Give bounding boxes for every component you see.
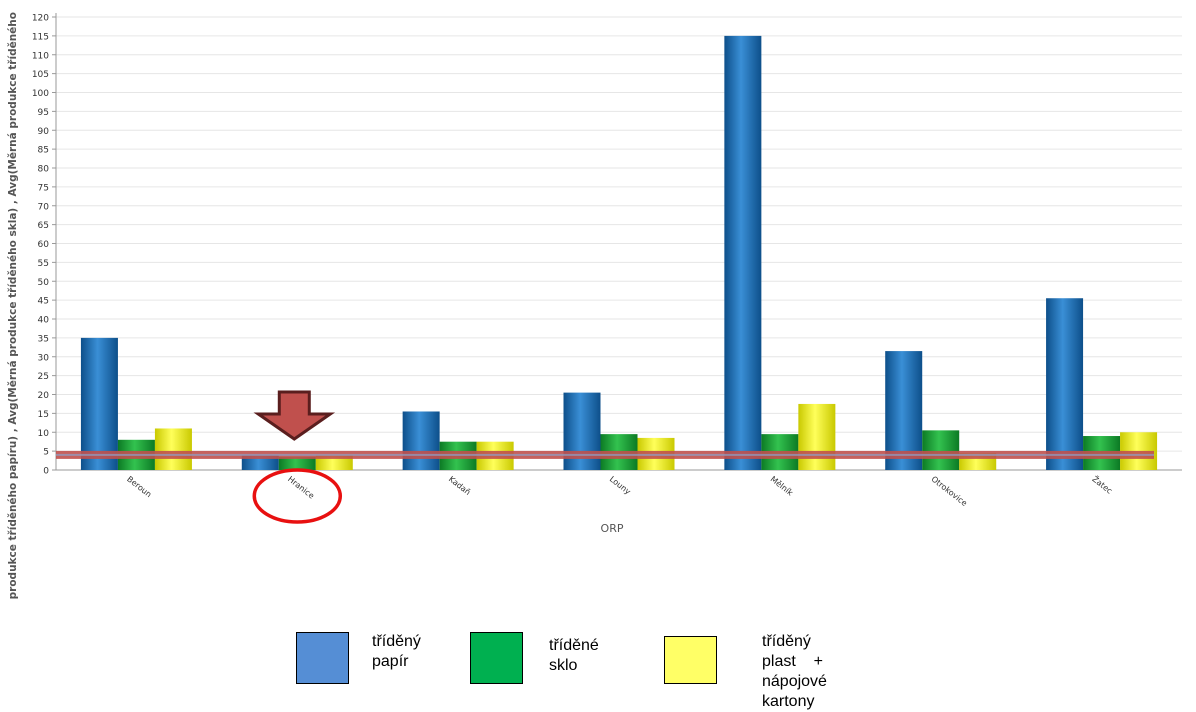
y-tick-label: 100 bbox=[32, 89, 49, 99]
y-tick-label: 105 bbox=[32, 70, 49, 80]
legend-swatch-paper bbox=[296, 632, 349, 684]
y-tick-label: 110 bbox=[32, 51, 49, 61]
bar-0-6 bbox=[1046, 298, 1084, 470]
y-axis: 0 5 10 15 20 25 30 35 40 45 50 55 60 65 70 75 80 85 90 95 10… bbox=[32, 13, 1182, 477]
x-tick-label: Beroun bbox=[125, 474, 153, 499]
x-tick-label: Kadaň bbox=[447, 474, 473, 497]
x-tick-label: Mělník bbox=[769, 474, 795, 497]
x-axis: Beroun Hranice Kadaň Louny Mělník Otrokovice Ž… bbox=[125, 473, 1115, 508]
bar-2-4 bbox=[798, 403, 836, 470]
bar-2-0 bbox=[154, 428, 192, 470]
y-tick-label: 10 bbox=[38, 429, 50, 439]
y-tick-label: 70 bbox=[38, 202, 50, 212]
y-axis-title: Avg(Měrná produkce tříděného papíru) , A… bbox=[7, 12, 19, 600]
bar-0-5 bbox=[885, 351, 923, 470]
x-tick-label: Louny bbox=[608, 474, 633, 496]
y-tick-label: 75 bbox=[38, 183, 49, 193]
gridlines bbox=[56, 16, 1182, 471]
down-arrow-icon bbox=[253, 390, 336, 441]
annotations bbox=[56, 390, 1154, 524]
y-tick-label: 120 bbox=[32, 14, 49, 24]
bar-1-1 bbox=[278, 456, 316, 470]
bar-0-4 bbox=[724, 35, 762, 470]
y-tick-label: 15 bbox=[38, 410, 49, 420]
y-tick-label: 115 bbox=[32, 32, 49, 42]
y-tick-label: 30 bbox=[38, 353, 50, 363]
x-tick-label: Žatec bbox=[1090, 473, 1115, 496]
y-tick-label: 50 bbox=[38, 278, 50, 288]
y-tick-label: 65 bbox=[38, 221, 49, 231]
x-tick-label: Hranice bbox=[286, 474, 316, 500]
y-tick-label: 45 bbox=[38, 297, 49, 307]
legend-swatch-plastic bbox=[664, 636, 717, 684]
y-tick-label: 25 bbox=[38, 372, 49, 382]
y-tick-label: 90 bbox=[38, 127, 50, 137]
highlight-circle bbox=[252, 468, 343, 524]
y-tick-label: 40 bbox=[38, 316, 50, 326]
reference-line-inner bbox=[56, 453, 1154, 456]
bar-1-5 bbox=[922, 430, 960, 470]
bar-0-0 bbox=[80, 337, 118, 470]
y-tick-label: 35 bbox=[38, 334, 49, 344]
y-tick-label: 55 bbox=[38, 259, 49, 269]
y-tick-label: 95 bbox=[38, 108, 49, 118]
y-tick-label: 20 bbox=[38, 391, 50, 401]
legend-label-paper: tříděný papír bbox=[372, 633, 421, 670]
y-tick-label: 85 bbox=[38, 146, 49, 156]
legend-label-glass: tříděné sklo bbox=[549, 637, 599, 674]
x-axis-title: ORP bbox=[601, 522, 624, 535]
y-tick-label: 60 bbox=[38, 240, 50, 250]
y-tick-label: 5 bbox=[43, 448, 49, 458]
legend-label-plastic: tříděný plast + nápojové kartony bbox=[762, 633, 827, 710]
y-tick-label: 80 bbox=[38, 165, 50, 175]
y-tick-label: 0 bbox=[43, 467, 49, 477]
bar-0-2 bbox=[402, 411, 440, 470]
bars bbox=[80, 35, 1158, 470]
bar-chart: 0 5 10 15 20 25 30 35 40 45 50 55 60 65 70 75 80 85 90 95 10… bbox=[7, 12, 1182, 600]
x-tick-label: Otrokovice bbox=[929, 474, 968, 508]
legend-swatch-glass bbox=[470, 632, 523, 684]
